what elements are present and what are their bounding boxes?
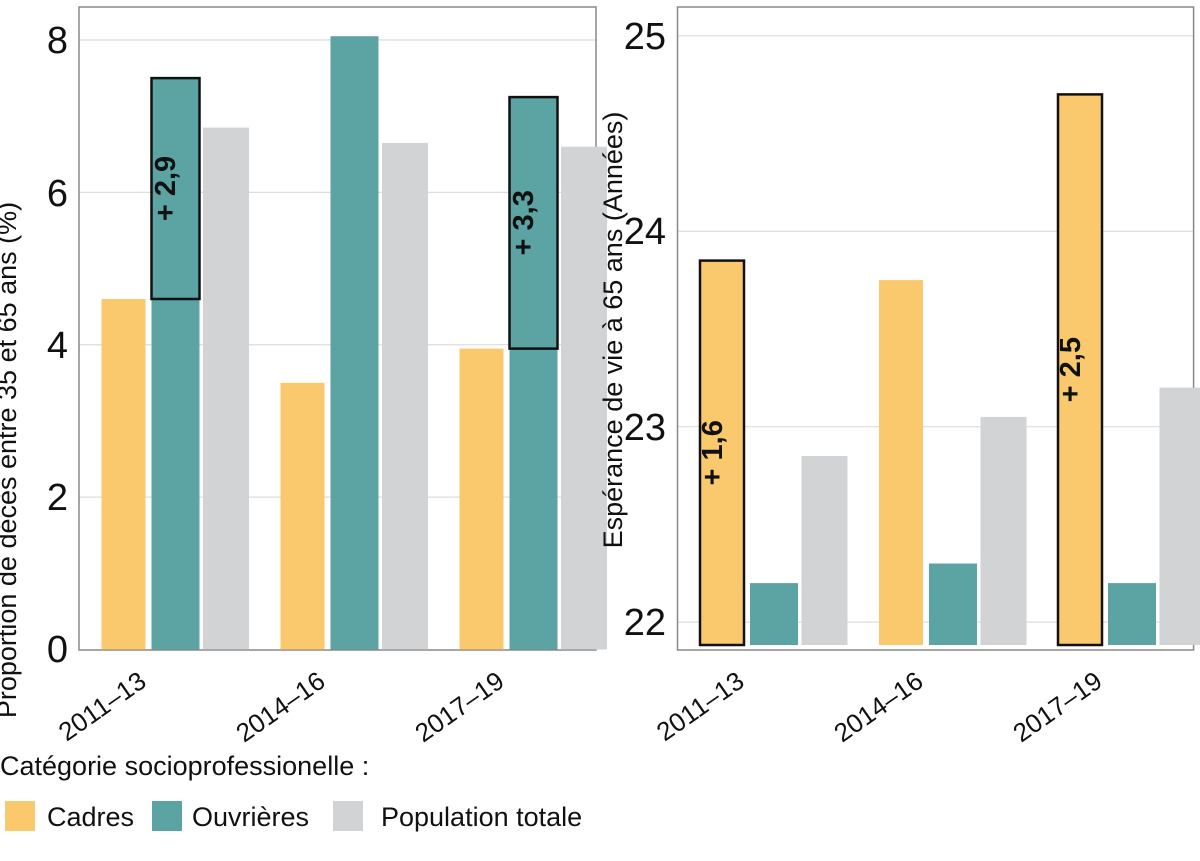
svg-text:Cadres: Cadres (47, 802, 134, 832)
svg-text:2: 2 (47, 477, 68, 519)
svg-text:Proportion de décès entre 35 e: Proportion de décès entre 35 et 65 ans (… (0, 202, 22, 718)
svg-text:Population totale: Population totale (381, 802, 582, 832)
svg-text:Catégorie socioprofessionelle: Catégorie socioprofessionelle : (0, 751, 369, 781)
svg-text:+ 1,6: + 1,6 (697, 420, 729, 485)
svg-text:+ 2,5: + 2,5 (1055, 337, 1087, 402)
svg-text:22: 22 (624, 602, 666, 644)
svg-text:25: 25 (624, 16, 666, 58)
svg-text:+ 3,3: + 3,3 (508, 190, 540, 255)
svg-text:Ouvrières: Ouvrières (192, 802, 309, 832)
svg-text:23: 23 (624, 407, 666, 449)
svg-text:+ 2,9: + 2,9 (150, 156, 182, 221)
svg-text:24: 24 (624, 211, 666, 253)
svg-text:Espérance de vie à 65 ans (Ann: Espérance de vie à 65 ans (Années) (598, 112, 628, 549)
svg-text:0: 0 (47, 629, 68, 671)
svg-text:8: 8 (47, 20, 68, 62)
svg-text:6: 6 (47, 173, 68, 215)
svg-text:4: 4 (47, 325, 68, 367)
